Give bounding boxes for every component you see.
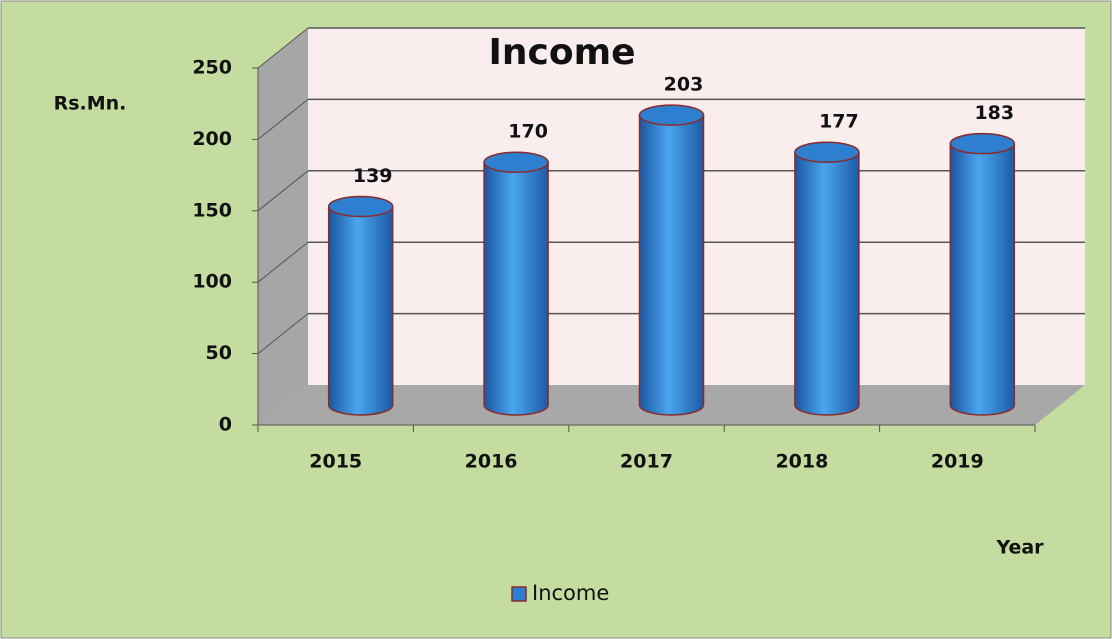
x-tick-label: 2018 — [775, 451, 828, 473]
y-tick-label: 250 — [192, 57, 232, 79]
cylinder — [949, 132, 1016, 416]
cylinder — [327, 195, 394, 416]
cylinder-top — [483, 151, 549, 173]
cylinder-body — [327, 205, 394, 416]
data-label: 170 — [508, 121, 548, 143]
y-tick-label: 150 — [192, 199, 232, 221]
legend-swatch — [511, 586, 527, 602]
x-tick-label: 2017 — [620, 451, 673, 473]
cylinder-top — [949, 132, 1016, 155]
data-label: 177 — [819, 111, 859, 133]
grid-line-side — [257, 99, 309, 140]
cylinder-body — [483, 161, 549, 416]
legend-label: Income — [532, 581, 609, 605]
cylinder-top — [794, 141, 860, 163]
y-tick-label: 0 — [219, 414, 232, 436]
x-tick-label: 2016 — [465, 451, 518, 473]
cylinder — [794, 141, 860, 416]
cylinder-body — [638, 114, 705, 416]
y-tick-label: 100 — [192, 271, 232, 293]
x-axis-label: Year — [995, 537, 1044, 559]
cylinder-top — [327, 195, 394, 218]
grid-line-side — [257, 241, 309, 283]
data-label: 203 — [664, 74, 704, 96]
grid-line-side — [257, 313, 309, 354]
y-tick-label: 50 — [206, 342, 232, 364]
cylinder — [638, 104, 705, 416]
y-axis-label: Rs.Mn. — [54, 93, 127, 115]
cylinder-top — [638, 104, 705, 126]
cylinder-body — [949, 142, 1016, 416]
x-tick-label: 2019 — [931, 451, 984, 473]
data-label: 183 — [974, 102, 1014, 124]
side-wall — [258, 28, 308, 425]
x-tick-label: 2015 — [309, 451, 362, 473]
data-label: 139 — [353, 165, 393, 187]
cylinder — [483, 151, 549, 416]
grid-line-side — [257, 170, 309, 212]
chart-title: Income — [488, 32, 635, 73]
grid-line-side — [257, 27, 309, 69]
y-tick-label: 200 — [192, 128, 232, 150]
cylinder-body — [794, 151, 860, 416]
